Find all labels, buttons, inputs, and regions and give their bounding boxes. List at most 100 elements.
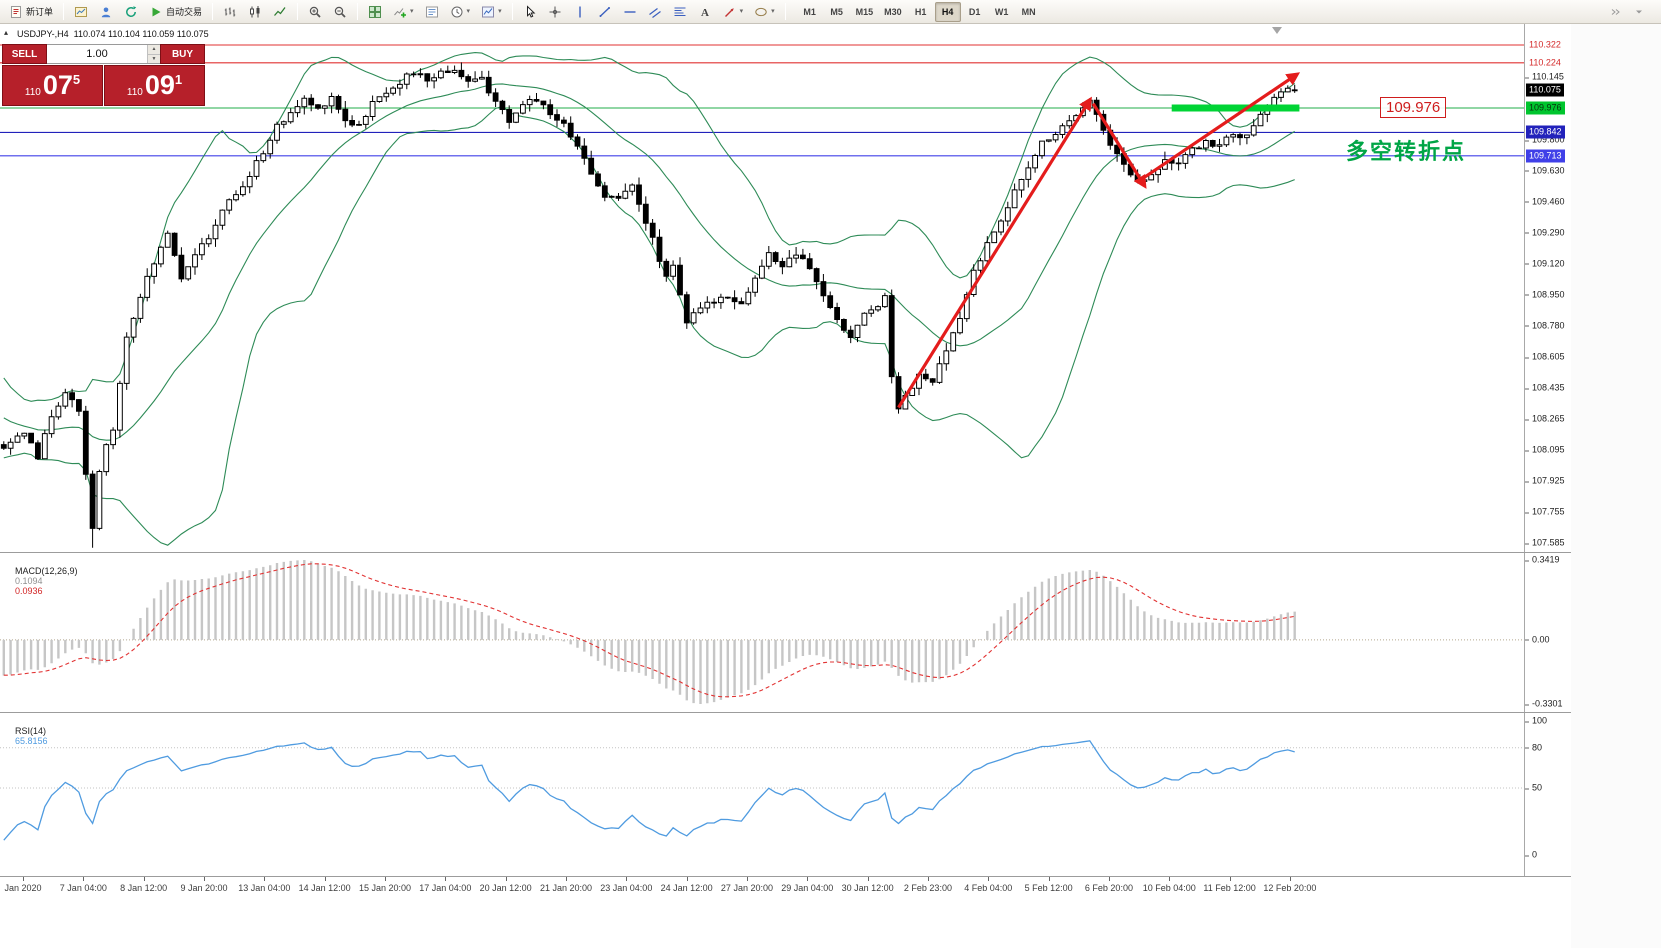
arrow-tool-button[interactable]: ▾ — [718, 2, 749, 22]
timeframe-m1[interactable]: M1 — [797, 2, 823, 22]
time-axis[interactable]: Jan 2020 7 Jan 04:00 8 Jan 12:00 9 Jan 20:0… — [0, 876, 1571, 896]
toolbar-options-button[interactable] — [1627, 2, 1651, 22]
crosshair-button[interactable] — [543, 2, 567, 22]
timeframe-m15[interactable]: M15 — [851, 2, 879, 22]
macd-name: MACD(12,26,9) — [15, 566, 78, 576]
trend-arrow-3[interactable] — [1136, 72, 1301, 184]
toolbar-overflow-button[interactable] — [1603, 2, 1627, 22]
macd-axis-label: 0.00 — [1525, 634, 1550, 645]
trade-panel-collapse-icon[interactable]: ▴ — [4, 28, 9, 37]
level-price-label: 109.713 — [1526, 149, 1565, 163]
candlestick-chart-button[interactable] — [243, 2, 267, 22]
time-axis-tick — [445, 877, 447, 881]
main-toolbar: 新订单 自动交易 — [0, 0, 1661, 24]
open-chart-button[interactable] — [69, 2, 93, 22]
trendline-button[interactable] — [593, 2, 617, 22]
time-axis-label: 29 Jan 04:00 — [781, 883, 834, 893]
time-axis-label: 30 Jan 12:00 — [841, 883, 894, 893]
price-axis[interactable]: 110.145 109.800 109.630 109.460 109.290 109.1… — [1524, 24, 1571, 896]
time-axis-tick — [384, 877, 386, 881]
indicator-list-button[interactable] — [420, 2, 444, 22]
current-price-label: 110.075 — [1526, 83, 1564, 97]
svg-text:A: A — [701, 7, 709, 19]
one-click-trading-panel: SELL ▲ ▼ BUY 110 07 5 110 09 1 — [2, 44, 205, 106]
time-axis-tick — [565, 877, 567, 881]
channel-button[interactable] — [643, 2, 667, 22]
macd-main-value: 0.1094 — [15, 576, 43, 586]
price-tick-label: 108.095 — [1525, 444, 1565, 455]
timeframe-m5[interactable]: M5 — [824, 2, 850, 22]
template-chart-icon — [482, 6, 495, 17]
templates-button[interactable]: ▾ — [476, 2, 507, 22]
new-order-icon — [11, 5, 21, 18]
buy-button[interactable]: BUY — [160, 44, 205, 64]
macd-axis-label: 0.3419 — [1525, 554, 1560, 565]
time-axis-label: 2 Feb 23:00 — [903, 883, 952, 893]
toolbar-separator — [784, 3, 786, 20]
buy-price-display[interactable]: 110 09 1 — [104, 65, 205, 106]
timeframe-h1[interactable]: H1 — [908, 2, 934, 22]
price-tick-label: 109.800 — [1525, 134, 1565, 145]
volume-decrease-button[interactable]: ▼ — [148, 54, 160, 63]
text-tool-button[interactable]: A — [693, 2, 717, 22]
rsi-line — [3, 740, 1295, 841]
volume-input[interactable] — [47, 45, 147, 63]
new-order-button[interactable]: 新订单 — [4, 2, 58, 22]
time-axis-label: 24 Jan 12:00 — [660, 883, 713, 893]
cursor-button[interactable] — [518, 2, 542, 22]
dropdown-caret-icon: ▾ — [498, 8, 502, 15]
refresh-button[interactable] — [119, 2, 143, 22]
main-chart-canvas[interactable] — [0, 24, 1524, 552]
horizontal-line-button[interactable] — [618, 2, 642, 22]
volume-field[interactable]: ▲ ▼ — [47, 44, 160, 64]
sell-price-prefix: 110 — [24, 87, 41, 98]
clock-icon — [451, 6, 463, 17]
price-tick-label: 110.145 — [1525, 71, 1564, 82]
level-price-label: 109.976 — [1526, 101, 1565, 115]
zoom-in-button[interactable] — [303, 2, 327, 22]
dropdown-caret-icon: ▾ — [739, 8, 744, 15]
rsi-panel-canvas[interactable] — [0, 712, 1524, 876]
trend-arrow-1[interactable] — [897, 96, 1092, 409]
add-indicator-button[interactable]: ▾ — [388, 2, 419, 22]
toolbar-separator — [212, 3, 214, 20]
trend-arrow-2[interactable] — [1091, 102, 1147, 189]
time-axis-tick — [1048, 877, 1050, 881]
chart-shift-marker[interactable] — [1272, 27, 1282, 34]
auto-trading-button[interactable]: 自动交易 — [144, 2, 207, 22]
shapes-button[interactable]: ▾ — [749, 2, 780, 22]
rsi-indicator-label: RSI(14) 65.8156 — [5, 716, 48, 756]
vertical-line-button[interactable] — [568, 2, 592, 22]
panel-separator[interactable] — [0, 552, 1571, 553]
price-tick-label: 108.605 — [1525, 351, 1565, 362]
fibonacci-button[interactable] — [668, 2, 692, 22]
volume-increase-button[interactable]: ▲ — [148, 45, 160, 55]
periods-button[interactable]: ▾ — [445, 2, 476, 22]
time-axis-tick — [927, 877, 929, 881]
toolbar-separator — [63, 3, 65, 20]
line-chart-button[interactable] — [268, 2, 292, 22]
level-price-label: 110.322 — [1526, 38, 1564, 52]
zoom-out-button[interactable] — [328, 2, 352, 22]
arrow-tool-icon — [724, 7, 734, 17]
sell-price-display[interactable]: 110 07 5 — [2, 65, 103, 106]
tile-windows-button[interactable] — [363, 2, 387, 22]
green-zone-highlight[interactable] — [1171, 104, 1300, 112]
timeframe-h4[interactable]: H4 — [934, 1, 961, 22]
macd-axis-label: -0.3301 — [1525, 698, 1563, 709]
macd-panel-canvas[interactable] — [0, 552, 1524, 712]
channel-icon — [648, 7, 661, 18]
dropdown-caret-icon: ▾ — [466, 8, 471, 15]
timeframe-w1[interactable]: W1 — [989, 2, 1015, 22]
sell-button[interactable]: SELL — [2, 44, 47, 64]
candle-wicks — [3, 62, 1296, 548]
timeframe-d1[interactable]: D1 — [962, 2, 988, 22]
timeframe-mn[interactable]: MN — [1016, 2, 1042, 22]
time-axis-tick — [83, 877, 85, 881]
profile-button[interactable] — [94, 2, 118, 22]
ellipse-shape-icon — [755, 7, 767, 16]
bar-chart-button[interactable] — [218, 2, 242, 22]
timeframe-m30[interactable]: M30 — [879, 2, 907, 22]
time-axis-tick — [203, 877, 205, 881]
panel-separator[interactable] — [0, 712, 1571, 713]
